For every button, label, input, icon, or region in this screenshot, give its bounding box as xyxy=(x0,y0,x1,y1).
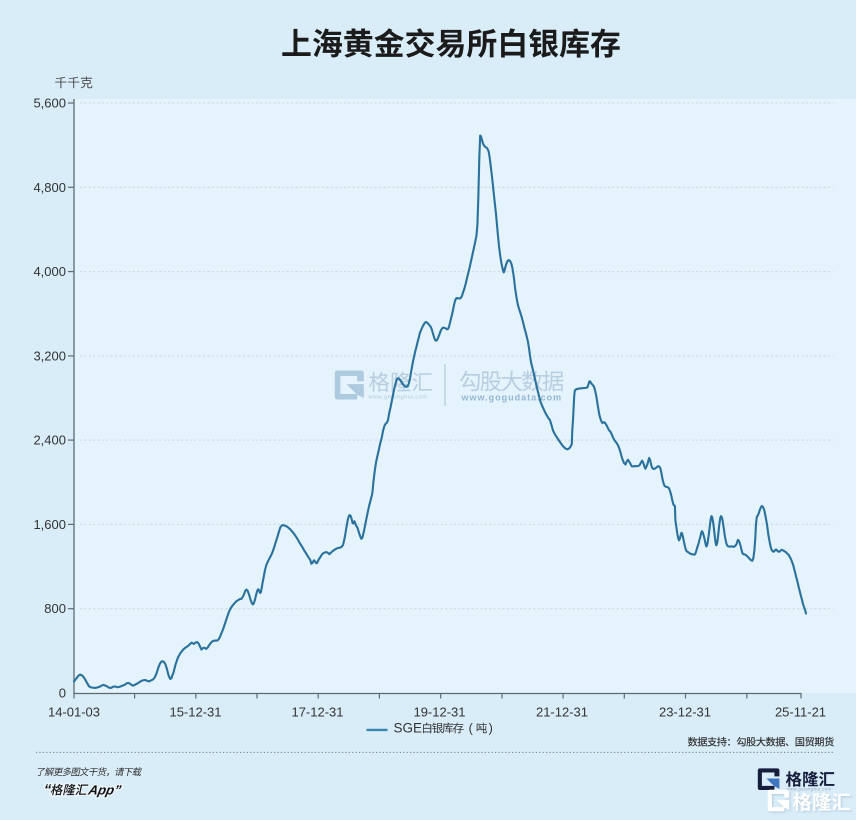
svg-text:0: 0 xyxy=(59,686,66,701)
svg-text:23-12-31: 23-12-31 xyxy=(659,705,711,720)
svg-text:17-12-31: 17-12-31 xyxy=(291,705,343,720)
svg-text:2,400: 2,400 xyxy=(33,433,66,448)
svg-text:1,600: 1,600 xyxy=(33,517,66,532)
svg-text:14-01-03: 14-01-03 xyxy=(48,705,100,720)
svg-text:3,200: 3,200 xyxy=(33,348,66,363)
svg-text:4,000: 4,000 xyxy=(33,264,66,279)
svg-text:800: 800 xyxy=(44,601,66,616)
svg-text:25-11-21: 25-11-21 xyxy=(775,705,826,720)
svg-text:www.gogudata.com: www.gogudata.com xyxy=(461,392,563,402)
svg-text:5,600: 5,600 xyxy=(33,96,66,111)
svg-text:www.gelonghui.com: www.gelonghui.com xyxy=(368,395,428,401)
svg-text:www.gelonghui.com: www.gelonghui.com xyxy=(787,787,832,792)
svg-text:(: ( xyxy=(469,722,474,736)
svg-text:19-12-31: 19-12-31 xyxy=(413,705,465,720)
svg-text:15-12-31: 15-12-31 xyxy=(169,705,221,720)
svg-text:): ) xyxy=(489,722,493,736)
svg-text:4,800: 4,800 xyxy=(33,180,66,195)
svg-text:App”: App” xyxy=(86,782,123,797)
svg-text:21-12-31: 21-12-31 xyxy=(536,705,588,720)
svg-text:SGE: SGE xyxy=(394,721,423,736)
